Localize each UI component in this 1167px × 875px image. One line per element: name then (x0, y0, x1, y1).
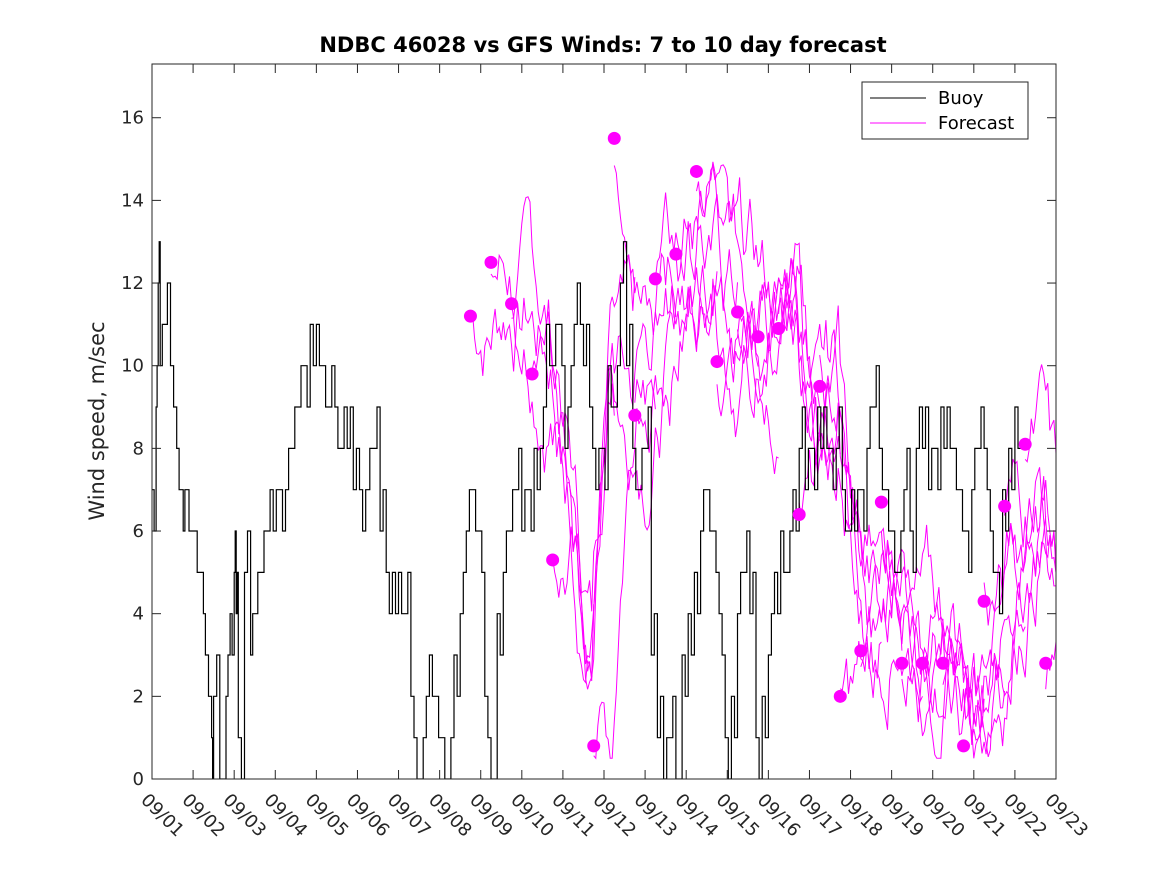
y-axis-label: Wind speed, m/sec (85, 321, 109, 520)
forecast-series-line (1004, 458, 1056, 573)
forecast-series-line (470, 297, 595, 690)
forecast-marker (648, 272, 662, 286)
forecast-series-line (654, 164, 779, 474)
forecast-marker (710, 355, 724, 369)
forecast-series-line (983, 492, 1056, 626)
forecast-series-line (737, 258, 862, 624)
y-tick-label: 12 (121, 273, 144, 294)
forecast-marker (998, 499, 1012, 513)
forecast-marker (669, 247, 683, 261)
y-tick-label: 0 (133, 769, 144, 790)
forecast-series-line (613, 165, 738, 346)
forecast-series-line (552, 252, 677, 665)
forecast-marker (915, 656, 929, 670)
legend-forecast-label: Forecast (938, 113, 1014, 134)
forecast-series-line (634, 265, 759, 438)
forecast-series-line (716, 259, 841, 481)
forecast-marker (731, 305, 745, 319)
forecast-series-line (511, 254, 636, 684)
y-tick-label: 14 (121, 190, 144, 211)
forecast-marker (833, 689, 847, 703)
forecast-marker (525, 367, 539, 381)
forecast-series-line (593, 267, 718, 760)
forecast-series-line (696, 161, 821, 408)
legend-buoy-label: Buoy (938, 88, 984, 109)
forecast-marker (813, 379, 827, 393)
forecast-marker (607, 131, 621, 145)
forecast-series-line (942, 532, 1056, 755)
forecast-marker (772, 322, 786, 336)
forecast-marker (874, 495, 888, 509)
buoy-series-line (152, 241, 1022, 779)
forecast-marker (587, 739, 601, 753)
forecast-marker (505, 297, 519, 311)
forecast-series-line (901, 609, 1026, 758)
y-tick-label: 10 (121, 356, 144, 377)
y-tick-label: 6 (133, 521, 144, 542)
forecast-marker (936, 656, 950, 670)
forecast-series-line (1024, 364, 1056, 463)
forecast-marker (895, 656, 909, 670)
forecast-marker (689, 164, 703, 178)
forecast-marker (546, 553, 560, 567)
y-tick-label: 2 (133, 686, 144, 707)
forecast-marker (484, 255, 498, 269)
forecast-marker (751, 330, 765, 344)
legend-box (861, 81, 1029, 140)
forecast-marker (463, 309, 477, 323)
forecast-series-line (798, 382, 923, 703)
y-tick-label: 16 (121, 108, 144, 129)
forecast-marker (792, 507, 806, 521)
forecast-marker (977, 594, 991, 608)
legend: Buoy Forecast (861, 81, 1029, 140)
forecast-marker (1018, 437, 1032, 451)
forecast-series-line (757, 277, 882, 679)
forecast-marker (1039, 656, 1053, 670)
chart-title: NDBC 46028 vs GFS Winds: 7 to 10 day for… (319, 33, 886, 57)
forecast-marker (957, 739, 971, 753)
y-tick-label: 8 (133, 438, 144, 459)
forecast-series-line (922, 515, 1047, 721)
forecast-series-line (839, 524, 964, 694)
forecast-marker (854, 644, 868, 658)
forecast-marker (628, 408, 642, 422)
y-tick-label: 4 (133, 604, 144, 625)
